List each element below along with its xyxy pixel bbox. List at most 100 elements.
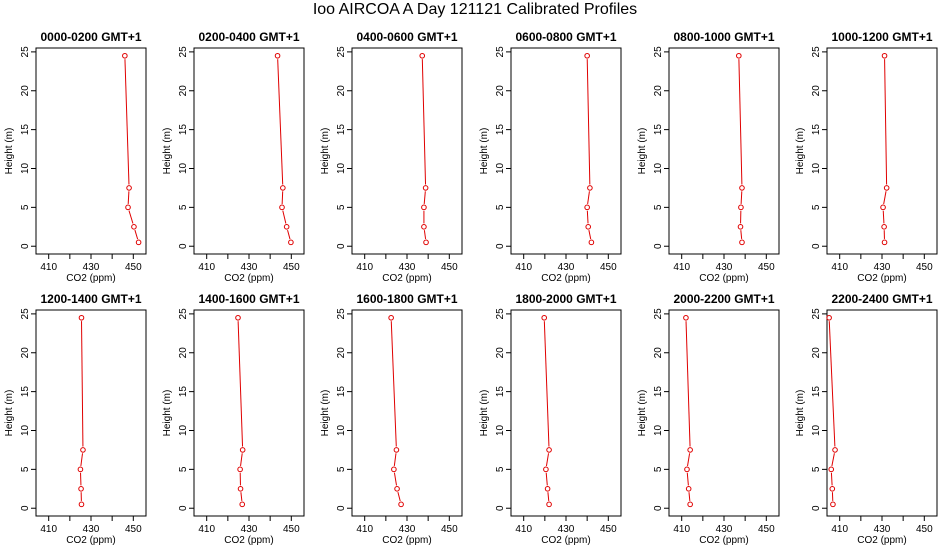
y-tick-label: 0 bbox=[336, 243, 347, 249]
panel-title: 1000-1200 GMT+1 bbox=[831, 30, 932, 44]
y-tick-label: 5 bbox=[178, 466, 189, 472]
data-point bbox=[541, 314, 548, 321]
data-point bbox=[122, 52, 128, 59]
profile-segment bbox=[237, 321, 244, 447]
profile-segment bbox=[830, 472, 833, 486]
profile-segment bbox=[883, 191, 887, 205]
y-tick-label: 5 bbox=[20, 204, 31, 210]
panel-1: 0000-0200 GMT+1 410 430 450 CO2 (ppm) 0 5 10 15 2… bbox=[4, 30, 147, 284]
profile-segment bbox=[740, 191, 743, 204]
data-point bbox=[283, 223, 290, 230]
profile-segment bbox=[545, 472, 548, 486]
y-tick-label: 15 bbox=[20, 124, 31, 136]
x-axis-label: CO2 (ppm) bbox=[699, 535, 748, 546]
plot-frame bbox=[193, 47, 305, 255]
profile-segment bbox=[128, 210, 134, 224]
panel-title: 1400-1600 GMT+1 bbox=[198, 292, 299, 306]
y-tick-label: 25 bbox=[811, 46, 822, 58]
y-tick-label: 0 bbox=[811, 505, 822, 511]
y-tick-label: 10 bbox=[811, 424, 822, 436]
data-point bbox=[687, 447, 693, 453]
data-point bbox=[881, 223, 887, 230]
profile-segment bbox=[393, 453, 397, 467]
profile-segment bbox=[586, 59, 591, 185]
data-point bbox=[78, 314, 85, 321]
y-axis-label: Height (m) bbox=[162, 128, 173, 175]
profile-segment bbox=[738, 59, 743, 185]
x-tick-label: 450 bbox=[283, 524, 300, 535]
profile-segment bbox=[545, 453, 550, 467]
profile-segment bbox=[831, 453, 835, 467]
plot-frame bbox=[510, 47, 622, 255]
x-axis-label: CO2 (ppm) bbox=[541, 535, 590, 546]
x-axis-label: CO2 (ppm) bbox=[382, 535, 431, 546]
y-tick-label: 10 bbox=[336, 162, 347, 174]
x-tick-label: 450 bbox=[758, 262, 775, 273]
y-tick-label: 25 bbox=[336, 46, 347, 58]
y-tick-label: 10 bbox=[811, 162, 822, 174]
data-point bbox=[829, 485, 836, 492]
y-tick-label: 20 bbox=[495, 347, 506, 359]
y-tick-label: 15 bbox=[495, 386, 506, 398]
plot-frame bbox=[826, 47, 938, 255]
profile-segment bbox=[393, 472, 398, 486]
y-tick-label: 5 bbox=[336, 466, 347, 472]
profile-segment bbox=[240, 453, 243, 467]
profile-segment bbox=[423, 191, 426, 205]
profile-segment bbox=[882, 210, 885, 224]
data-point bbox=[587, 185, 593, 191]
x-tick-label: 450 bbox=[916, 262, 933, 273]
x-tick-label: 450 bbox=[125, 524, 142, 535]
data-point bbox=[235, 314, 241, 321]
x-axis-label: CO2 (ppm) bbox=[541, 273, 590, 284]
y-tick-label: 15 bbox=[178, 124, 189, 136]
y-axis-label: Height (m) bbox=[479, 128, 490, 175]
data-point bbox=[584, 52, 590, 59]
y-tick-label: 5 bbox=[811, 204, 822, 210]
profile-segment bbox=[134, 229, 139, 240]
data-point bbox=[543, 466, 549, 473]
y-tick-label: 20 bbox=[653, 85, 664, 97]
data-point bbox=[78, 501, 85, 508]
profile-segment bbox=[127, 191, 130, 204]
y-tick-label: 25 bbox=[653, 308, 664, 320]
panel-title: 0200-0400 GMT+1 bbox=[198, 30, 299, 44]
profile-segment bbox=[81, 321, 84, 447]
x-tick-label: 450 bbox=[758, 524, 775, 535]
y-tick-label: 0 bbox=[653, 243, 664, 249]
y-tick-label: 10 bbox=[20, 162, 31, 174]
y-tick-label: 15 bbox=[811, 124, 822, 136]
y-tick-label: 0 bbox=[178, 243, 189, 249]
profile-segment bbox=[421, 59, 427, 185]
panel-9: 1600-1800 GMT+1 410 430 450 CO2 (ppm) 0 5 10 15 2… bbox=[320, 292, 463, 546]
y-tick-label: 15 bbox=[20, 386, 31, 398]
panel-5: 0800-1000 GMT+1 410 430 450 CO2 (ppm) 0 5 10 15 2… bbox=[637, 30, 780, 284]
x-tick-label: 450 bbox=[600, 524, 617, 535]
x-axis-label: CO2 (ppm) bbox=[382, 273, 431, 284]
profile-segment bbox=[685, 321, 691, 447]
y-tick-label: 20 bbox=[811, 347, 822, 359]
profile-segment bbox=[686, 472, 689, 486]
y-tick-label: 20 bbox=[178, 85, 189, 97]
data-point bbox=[881, 52, 888, 59]
profile-segment bbox=[543, 321, 550, 447]
y-tick-label: 0 bbox=[495, 243, 506, 249]
profile-segment bbox=[277, 59, 284, 185]
profile-segment bbox=[884, 59, 888, 185]
profile-segment bbox=[282, 210, 287, 224]
x-tick-label: 430 bbox=[241, 262, 258, 273]
y-tick-label: 20 bbox=[653, 347, 664, 359]
x-axis-label: CO2 (ppm) bbox=[857, 273, 906, 284]
data-point bbox=[883, 185, 890, 191]
data-point bbox=[737, 223, 744, 230]
y-tick-label: 25 bbox=[336, 308, 347, 320]
panel-2: 0200-0400 GMT+1 410 430 450 CO2 (ppm) 0 5 10 15 2… bbox=[162, 30, 305, 284]
data-point bbox=[237, 466, 243, 473]
x-axis-label: CO2 (ppm) bbox=[224, 535, 273, 546]
y-tick-label: 10 bbox=[178, 162, 189, 174]
y-tick-label: 5 bbox=[178, 204, 189, 210]
data-point bbox=[393, 447, 400, 453]
x-tick-label: 410 bbox=[198, 524, 215, 535]
x-tick-label: 430 bbox=[83, 524, 100, 535]
